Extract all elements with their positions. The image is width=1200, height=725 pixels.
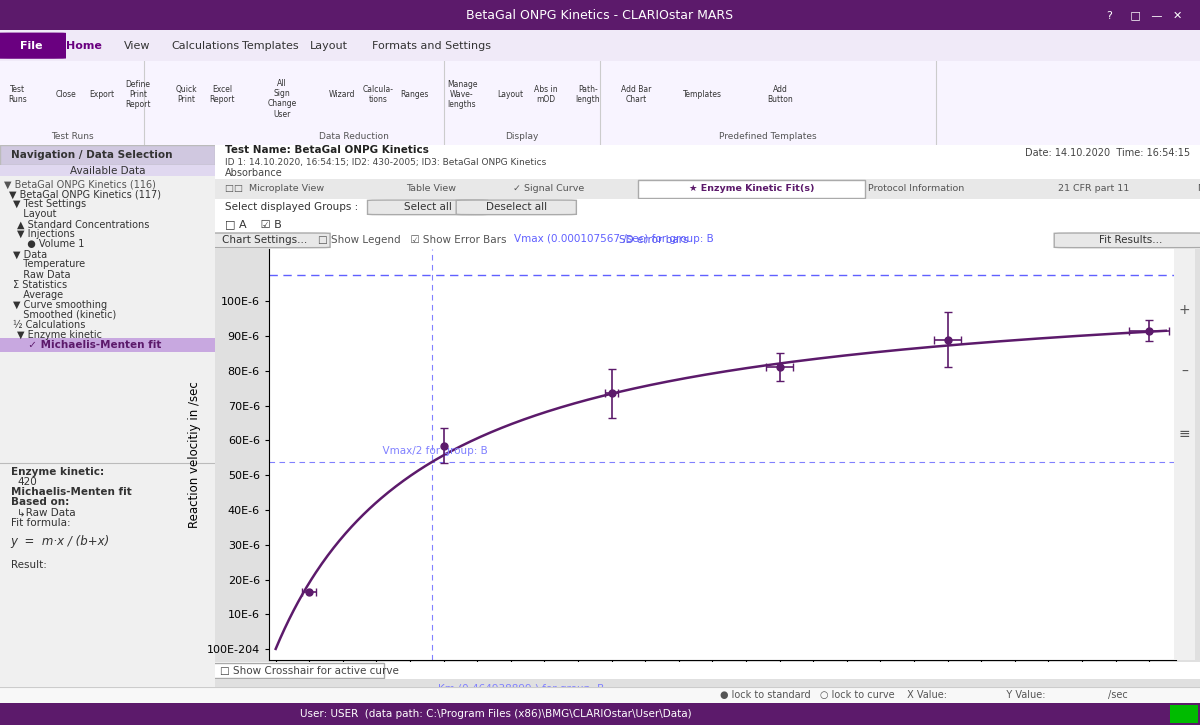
Text: Σ Statistics: Σ Statistics [13,280,67,289]
FancyBboxPatch shape [1170,705,1198,723]
Text: 420: 420 [17,476,37,486]
Text: Manage
Wave-
lengths: Manage Wave- lengths [446,80,478,109]
Text: File: File [20,41,42,51]
FancyBboxPatch shape [0,338,215,352]
Text: Deselect all: Deselect all [486,202,547,212]
Text: ½ Calculations: ½ Calculations [13,320,85,330]
Text: Formats and Settings: Formats and Settings [372,41,491,51]
Text: Add Bar
Chart: Add Bar Chart [620,85,652,104]
Text: Select displayed Groups :: Select displayed Groups : [224,202,358,212]
Text: Wizard: Wizard [329,90,355,99]
Text: Table View: Table View [407,184,456,194]
Text: □ A    ☑ B: □ A ☑ B [224,219,282,229]
Text: Test Name: BetaGal ONPG Kinetics: Test Name: BetaGal ONPG Kinetics [224,146,428,155]
Text: Protocol Information: Protocol Information [868,184,965,194]
Text: Data Reduction: Data Reduction [319,132,389,141]
Text: –: – [1181,365,1188,379]
Text: Test Runs: Test Runs [50,132,94,141]
Text: Raw Data: Raw Data [17,270,71,280]
FancyBboxPatch shape [0,33,66,59]
Text: Layout: Layout [17,210,56,219]
Text: □ Show Legend   ☑ Show Error Bars: □ Show Legend ☑ Show Error Bars [318,236,514,245]
Y-axis label: Reaction velocitiy in /sec: Reaction velocitiy in /sec [188,381,200,528]
Text: Chart Settings...: Chart Settings... [222,236,307,245]
Text: Smoothed (kinetic): Smoothed (kinetic) [17,310,116,320]
Text: y  =  m·x / (b+x): y = m·x / (b+x) [11,535,110,548]
Text: Select all: Select all [403,202,451,212]
Text: ▼ Enzyme kinetic: ▼ Enzyme kinetic [17,330,102,340]
Text: Date: 14.10.2020  Time: 16:54:15: Date: 14.10.2020 Time: 16:54:15 [1025,148,1190,157]
Text: ● lock to standard   ○ lock to curve    X Value:                   Y Value:     : ● lock to standard ○ lock to curve X Val… [720,690,1128,700]
FancyBboxPatch shape [1054,233,1200,248]
Text: ▼ Injections: ▼ Injections [17,229,74,239]
Text: ★ Enzyme Kinetic Fit(s): ★ Enzyme Kinetic Fit(s) [689,184,815,194]
Text: Home: Home [66,41,102,51]
Text: Fit formula:: Fit formula: [11,518,71,529]
Text: Absorbance: Absorbance [224,168,282,178]
FancyBboxPatch shape [200,233,330,248]
Text: Display: Display [505,132,539,141]
Text: Abs in
mOD: Abs in mOD [534,85,558,104]
Text: Layout: Layout [497,90,523,99]
Text: Predefined Templates: Predefined Templates [719,132,817,141]
Text: ✓ Signal Curve: ✓ Signal Curve [512,184,584,194]
Text: ▼ BetaGal ONPG Kinetics (117): ▼ BetaGal ONPG Kinetics (117) [8,189,161,199]
Text: 21 CFR part 11: 21 CFR part 11 [1058,184,1129,194]
Text: ?     □   —   ✕: ? □ — ✕ [1106,10,1182,20]
Text: ▲ Standard Concentrations: ▲ Standard Concentrations [17,219,150,229]
FancyBboxPatch shape [0,145,215,165]
Text: Available Data: Available Data [70,166,145,175]
FancyBboxPatch shape [638,180,865,198]
Text: Calculations: Calculations [172,41,240,51]
Text: Average: Average [17,289,64,299]
Text: Templates: Templates [683,90,721,99]
Text: Excel
Report: Excel Report [209,85,235,104]
Text: Measurement notifications: Measurement notifications [1198,184,1200,194]
Text: Path-
length: Path- length [576,85,600,104]
Text: Close: Close [55,90,77,99]
Text: ▼ Test Settings: ▼ Test Settings [13,199,86,210]
Text: Based on:: Based on: [11,497,68,507]
Text: View: View [124,41,150,51]
Text: ↳Raw Data: ↳Raw Data [17,507,76,518]
Text: Define
Print
Report: Define Print Report [125,80,151,109]
Text: Ranges: Ranges [400,90,428,99]
Text: All
Sign
Change
User: All Sign Change User [268,78,296,119]
Text: Templates: Templates [242,41,299,51]
Text: ▼ Data: ▼ Data [13,249,47,260]
Text: SD error bars: SD error bars [619,236,689,245]
Text: User: USER  (data path: C:\Program Files (x86)\BMG\CLARIOstar\User\Data): User: USER (data path: C:\Program Files … [300,709,691,719]
Text: Vmax (0.000107567 /sec) for group: B: Vmax (0.000107567 /sec) for group: B [514,233,714,244]
FancyBboxPatch shape [0,165,215,176]
FancyBboxPatch shape [367,200,487,215]
Text: Export: Export [90,90,114,99]
Text: ✓ Michaelis-Menten fit: ✓ Michaelis-Menten fit [22,340,162,350]
Text: Fit Results...: Fit Results... [1099,236,1163,245]
Text: ▼ BetaGal ONPG Kinetics (116): ▼ BetaGal ONPG Kinetics (116) [5,179,156,189]
Text: BetaGal ONPG Kinetics - CLARIOstar MARS: BetaGal ONPG Kinetics - CLARIOstar MARS [467,9,733,22]
Text: Result:: Result: [11,560,47,570]
Text: Vmax/2 for group: B: Vmax/2 for group: B [377,447,488,457]
Text: ID 1: 14.10.2020, 16:54:15; ID2: 430-2005; ID3: BetaGal ONPG Kinetics: ID 1: 14.10.2020, 16:54:15; ID2: 430-200… [224,158,546,167]
Text: ● Volume 1: ● Volume 1 [22,239,85,249]
Text: □ Show Crosshair for active curve: □ Show Crosshair for active curve [220,666,398,676]
Text: Add
Button: Add Button [767,85,793,104]
Text: Enzyme kinetic:: Enzyme kinetic: [11,467,104,476]
FancyBboxPatch shape [206,663,384,678]
Text: □□  Microplate View: □□ Microplate View [224,184,324,194]
Text: Michaelis-Menten fit: Michaelis-Menten fit [11,487,132,497]
Text: ≡: ≡ [1178,426,1190,441]
Text: Test
Runs: Test Runs [8,85,28,104]
Text: Calcula-
tions: Calcula- tions [362,85,394,104]
Text: Reader Type: CLARIOstar Plus: Reader Type: CLARIOstar Plus [6,709,161,719]
Text: Temperature: Temperature [17,260,85,270]
Text: Navigation / Data Selection: Navigation / Data Selection [11,150,173,160]
FancyBboxPatch shape [456,200,576,215]
Text: Km (0.464938899 ) for group: B: Km (0.464938899 ) for group: B [438,684,605,694]
Text: Layout: Layout [310,41,348,51]
Text: +: + [1178,303,1190,318]
Text: ▼ Curve smoothing: ▼ Curve smoothing [13,299,107,310]
Text: Quick
Print: Quick Print [175,85,197,104]
